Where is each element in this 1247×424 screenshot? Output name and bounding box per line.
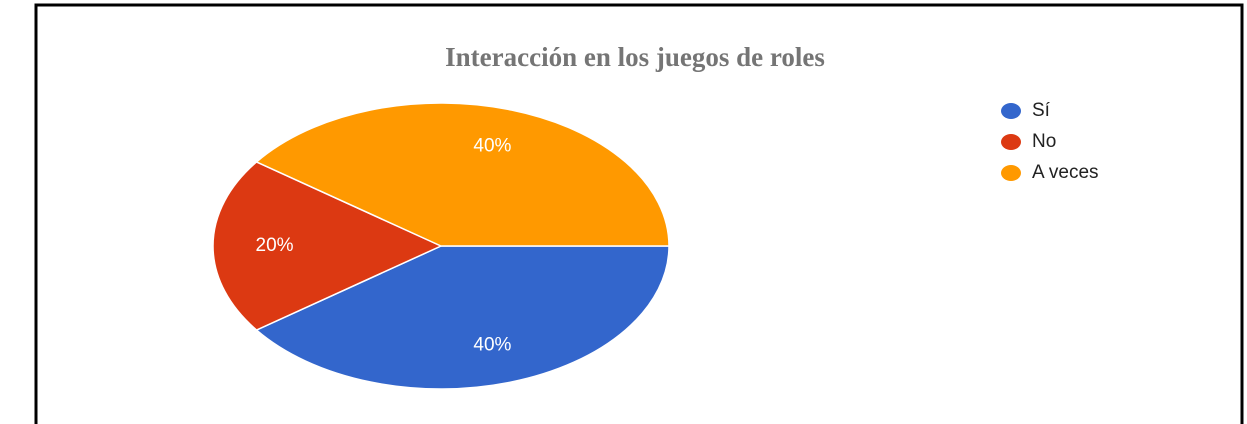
slice-label: 20% — [256, 235, 294, 256]
pie-slice — [212, 161, 443, 331]
legend-label: A veces — [1032, 162, 1099, 183]
legend-swatch — [1001, 134, 1021, 150]
pie-slice — [255, 102, 670, 247]
slice-label: 40% — [473, 334, 511, 355]
pie-slice — [255, 245, 670, 390]
slice-label: 40% — [473, 136, 511, 157]
chart-title: Interacción en los juegos de roles — [445, 42, 825, 72]
legend-swatch — [1001, 165, 1021, 181]
legend-label: Sí — [1032, 100, 1051, 121]
legend-swatch — [1001, 103, 1021, 119]
legend-label: No — [1032, 131, 1056, 152]
